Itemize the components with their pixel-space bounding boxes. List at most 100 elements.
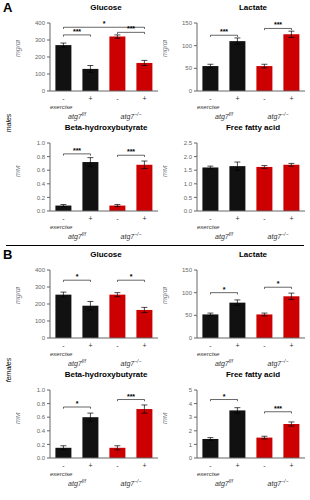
svg-text:150: 150 bbox=[182, 267, 193, 273]
svg-text:1: 1 bbox=[189, 442, 193, 448]
svg-text:*: * bbox=[76, 273, 79, 280]
svg-text:exercise: exercise bbox=[197, 104, 220, 110]
svg-text:atg7−/−: atg7−/− bbox=[268, 231, 289, 241]
svg-text:***: *** bbox=[274, 405, 282, 412]
svg-text:+: + bbox=[142, 462, 146, 469]
svg-text:atg7−/−: atg7−/− bbox=[268, 111, 289, 121]
svg-text:-: - bbox=[62, 462, 65, 469]
svg-text:300: 300 bbox=[35, 37, 46, 43]
svg-text:atg7f/f: atg7f/f bbox=[215, 358, 233, 368]
svg-text:-: - bbox=[263, 342, 266, 349]
svg-text:-: - bbox=[116, 215, 119, 222]
svg-text:mg/dl: mg/dl bbox=[16, 39, 22, 57]
svg-text:+: + bbox=[88, 95, 92, 102]
svg-text:***: *** bbox=[73, 28, 81, 35]
svg-text:atg7f/f: atg7f/f bbox=[68, 111, 86, 121]
svg-text:mM: mM bbox=[16, 412, 21, 424]
svg-text:0.6: 0.6 bbox=[37, 414, 46, 420]
svg-text:-: - bbox=[116, 462, 119, 469]
svg-text:atg7f/f: atg7f/f bbox=[215, 231, 233, 241]
svg-text:-: - bbox=[62, 215, 65, 222]
svg-text:exercise: exercise bbox=[50, 224, 73, 230]
svg-text:1.0: 1.0 bbox=[37, 387, 46, 393]
svg-text:0.6: 0.6 bbox=[37, 167, 46, 173]
svg-text:atg7−/−: atg7−/− bbox=[121, 358, 142, 368]
svg-text:*: * bbox=[76, 400, 79, 407]
svg-text:1.0: 1.0 bbox=[37, 140, 46, 146]
svg-text:0: 0 bbox=[42, 335, 46, 341]
svg-text:mg/dl: mg/dl bbox=[16, 286, 22, 304]
svg-text:1.5: 1.5 bbox=[184, 167, 193, 173]
svg-text:+: + bbox=[88, 342, 92, 349]
svg-text:4: 4 bbox=[189, 401, 193, 407]
svg-text:***: *** bbox=[127, 393, 135, 400]
svg-text:exercise: exercise bbox=[50, 471, 73, 477]
svg-text:+: + bbox=[142, 95, 146, 102]
svg-text:*: * bbox=[130, 273, 133, 280]
svg-text:mM: mM bbox=[163, 412, 168, 424]
svg-text:exercise: exercise bbox=[197, 471, 220, 477]
svg-text:+: + bbox=[235, 462, 239, 469]
svg-text:100: 100 bbox=[182, 43, 193, 49]
svg-text:atg7−/−: atg7−/− bbox=[121, 231, 142, 241]
svg-text:0.2: 0.2 bbox=[37, 442, 46, 448]
svg-text:0.4: 0.4 bbox=[37, 428, 46, 434]
svg-text:+: + bbox=[235, 215, 239, 222]
svg-text:*: * bbox=[223, 393, 226, 400]
svg-text:***: *** bbox=[274, 21, 282, 28]
svg-text:atg7−/−: atg7−/− bbox=[121, 111, 142, 121]
svg-text:+: + bbox=[289, 95, 293, 102]
svg-text:*: * bbox=[223, 286, 226, 293]
svg-text:-: - bbox=[263, 462, 266, 469]
svg-text:exercise: exercise bbox=[197, 224, 220, 230]
svg-text:100: 100 bbox=[35, 318, 46, 324]
svg-text:atg7f/f: atg7f/f bbox=[215, 478, 233, 488]
svg-text:mg/dl: mg/dl bbox=[163, 39, 169, 57]
svg-text:0: 0 bbox=[189, 335, 193, 341]
svg-text:+: + bbox=[88, 462, 92, 469]
svg-text:0.0: 0.0 bbox=[37, 208, 46, 214]
svg-text:-: - bbox=[209, 215, 212, 222]
svg-text:0.8: 0.8 bbox=[37, 154, 46, 160]
svg-text:atg7f/f: atg7f/f bbox=[68, 478, 86, 488]
svg-text:atg7−/−: atg7−/− bbox=[268, 478, 289, 488]
svg-text:+: + bbox=[289, 215, 293, 222]
svg-text:100: 100 bbox=[35, 71, 46, 77]
svg-text:***: *** bbox=[220, 28, 228, 35]
svg-text:atg7f/f: atg7f/f bbox=[215, 111, 233, 121]
svg-text:*: * bbox=[277, 280, 280, 287]
svg-text:0: 0 bbox=[189, 455, 193, 461]
svg-text:*: * bbox=[103, 20, 106, 27]
svg-text:400: 400 bbox=[35, 267, 46, 273]
svg-text:50: 50 bbox=[185, 312, 192, 318]
svg-text:100: 100 bbox=[182, 290, 193, 296]
svg-text:+: + bbox=[142, 342, 146, 349]
svg-text:-: - bbox=[209, 462, 212, 469]
svg-text:0.0: 0.0 bbox=[184, 208, 193, 214]
svg-text:-: - bbox=[209, 95, 212, 102]
svg-text:exercise: exercise bbox=[50, 104, 73, 110]
svg-text:2.0: 2.0 bbox=[184, 154, 193, 160]
svg-text:atg7−/−: atg7−/− bbox=[121, 478, 142, 488]
svg-text:+: + bbox=[88, 215, 92, 222]
svg-text:3: 3 bbox=[189, 414, 193, 420]
svg-text:+: + bbox=[289, 342, 293, 349]
svg-text:1.0: 1.0 bbox=[184, 181, 193, 187]
svg-text:atg7−/−: atg7−/− bbox=[268, 358, 289, 368]
svg-text:200: 200 bbox=[35, 301, 46, 307]
svg-text:2: 2 bbox=[189, 428, 193, 434]
svg-text:mM: mM bbox=[16, 165, 21, 177]
svg-text:150: 150 bbox=[182, 20, 193, 26]
svg-text:***: *** bbox=[127, 148, 135, 155]
svg-text:-: - bbox=[116, 342, 119, 349]
svg-text:+: + bbox=[142, 215, 146, 222]
svg-text:***: *** bbox=[127, 25, 135, 32]
svg-text:0: 0 bbox=[42, 88, 46, 94]
svg-text:-: - bbox=[62, 342, 65, 349]
svg-text:+: + bbox=[289, 462, 293, 469]
svg-text:0.0: 0.0 bbox=[37, 455, 46, 461]
svg-text:+: + bbox=[235, 342, 239, 349]
svg-text:2.5: 2.5 bbox=[184, 140, 193, 146]
svg-text:atg7f/f: atg7f/f bbox=[68, 358, 86, 368]
svg-text:-: - bbox=[62, 95, 65, 102]
